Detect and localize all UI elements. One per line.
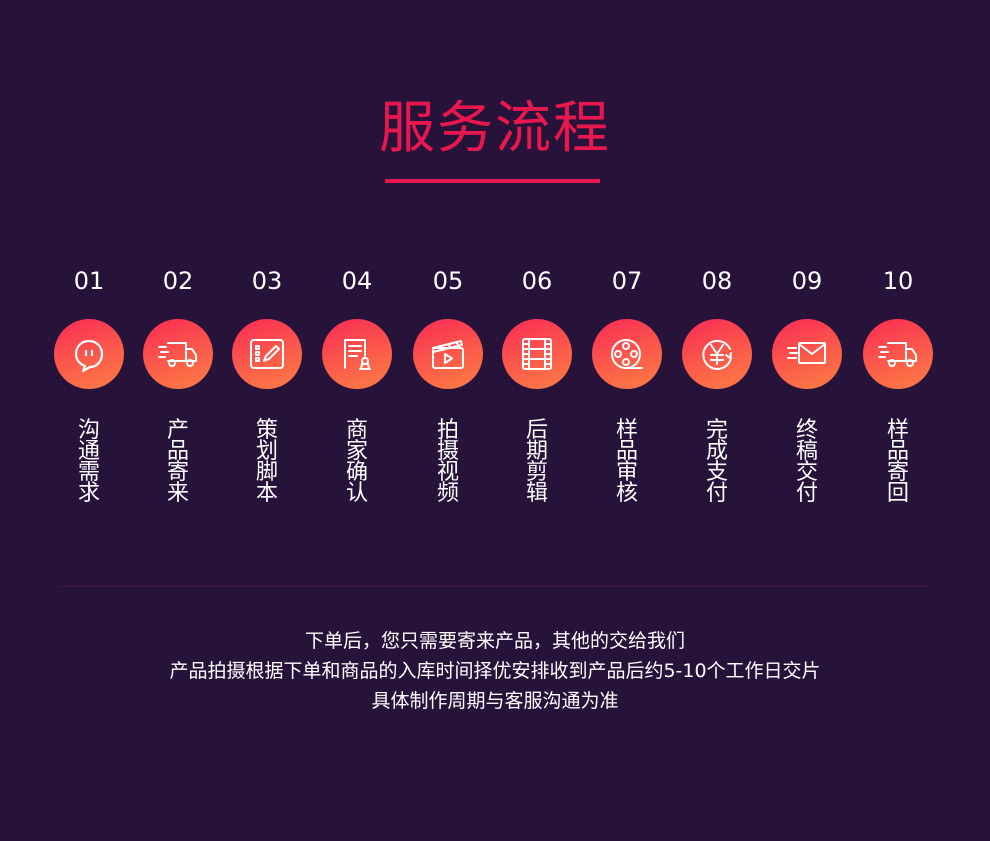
- step-number: 08: [701, 267, 733, 295]
- film-strip-icon: [502, 319, 572, 389]
- envelope-icon: [772, 319, 842, 389]
- yuan-payment-icon: [682, 319, 752, 389]
- step-label: 策划脚本: [255, 418, 278, 506]
- clapperboard-icon: [413, 319, 483, 389]
- step-label: 沟通需求: [77, 418, 100, 506]
- title-underline: [385, 179, 600, 183]
- step-label: 拍摄视频: [436, 418, 459, 506]
- step-number: 03: [251, 267, 283, 295]
- edit-plan-icon: [232, 319, 302, 389]
- step-number: 05: [432, 267, 464, 295]
- step-label: 样品寄回: [886, 418, 909, 506]
- delivery-truck-icon: [863, 319, 933, 389]
- step-number: 09: [791, 267, 823, 295]
- step-number: 07: [611, 267, 643, 295]
- step-label: 后期剪辑: [525, 418, 548, 506]
- delivery-truck-icon: [143, 319, 213, 389]
- step-number: 02: [162, 267, 194, 295]
- description-line: 具体制作周期与客服沟通为准: [371, 690, 619, 712]
- section-divider: [60, 586, 930, 587]
- process-steps: 01 沟通需求 02 产品寄来 03 策划脚: [0, 262, 990, 532]
- page-title: 服务流程: [379, 96, 611, 161]
- step-number: 06: [521, 267, 553, 295]
- service-description: 下单后，您只需要寄来产品，其他的交给我们 产品拍摄根据下单和商品的入库时间择优安…: [0, 626, 990, 716]
- step-label: 完成支付: [705, 418, 728, 506]
- step-label: 商家确认: [345, 418, 368, 506]
- description-line: 产品拍摄根据下单和商品的入库时间择优安排收到产品后约5-10个工作日交片: [169, 660, 821, 682]
- step-number: 04: [341, 267, 373, 295]
- step-label: 终稿交付: [795, 418, 818, 506]
- document-stamp-icon: [322, 319, 392, 389]
- step-number: 10: [882, 267, 914, 295]
- chat-bubble-icon: [54, 319, 124, 389]
- step-label: 样品审核: [615, 418, 638, 506]
- description-line: 下单后，您只需要寄来产品，其他的交给我们: [304, 630, 685, 652]
- step-label: 产品寄来: [166, 418, 189, 506]
- step-number: 01: [73, 267, 105, 295]
- film-reel-icon: [592, 319, 662, 389]
